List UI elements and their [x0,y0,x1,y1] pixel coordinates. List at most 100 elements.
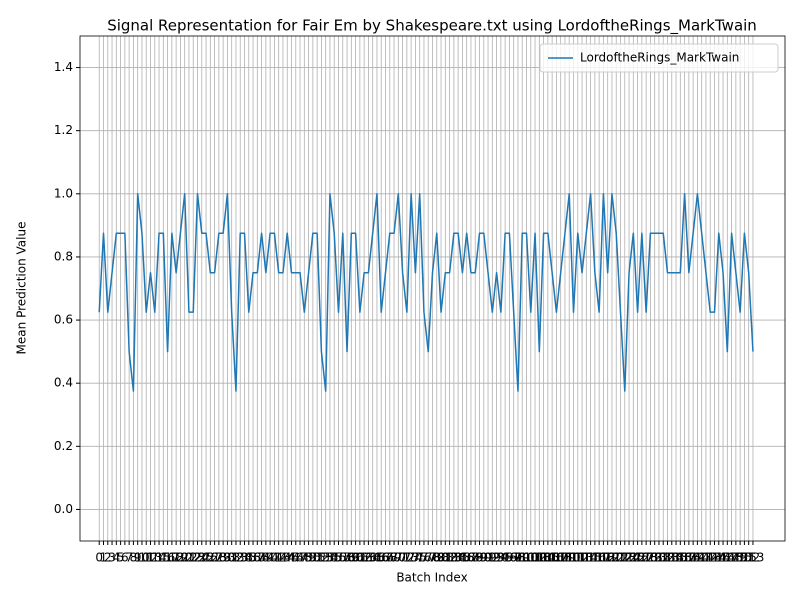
x-tick-label: 33 [233,551,248,565]
x-tick-label: 63 [361,551,376,565]
x-tick-label: 29 [215,551,230,565]
x-tick-label: 81 [438,551,453,565]
x-tick-label: 135 [665,551,688,565]
x-tick-label: 45 [284,551,299,565]
x-tick-label: 36 [245,551,260,565]
x-tick-label: 21 [181,551,196,565]
x-tick-label: 52 [314,551,329,565]
x-tick-label: 71 [395,551,410,565]
x-tick-label: 119 [596,551,619,565]
x-tick-label: 94 [493,551,508,565]
x-tick-label: 12 [143,551,158,565]
x-tick-label: 100 [515,551,538,565]
x-tick-label: 58 [339,551,354,565]
x-tick-label: 26 [203,551,218,565]
x-tick-label: 44 [280,551,295,565]
x-tick-label: 40 [262,551,277,565]
x-tick-label: 114 [575,551,598,565]
legend-box [539,43,779,73]
x-tick-label: 143 [699,551,722,565]
x-tick-label: 48 [297,551,312,565]
x-tick-label: 79 [429,551,444,565]
y-tick-label: 0.0 [54,502,73,516]
x-tick-label: 137 [673,551,696,565]
x-tick-label: 75 [412,551,427,565]
x-tick-label: 23 [190,551,205,565]
x-tick-label: 61 [352,551,367,565]
x-tick-label: 88 [468,551,483,565]
x-tick-label: 148 [720,551,743,565]
x-tick-label: 37 [250,551,265,565]
x-tick-label: 16 [160,551,175,565]
x-tick-label: 27 [207,551,222,565]
x-tick-label: 147 [716,551,739,565]
x-tick-label: 69 [386,551,401,565]
x-tick-label: 57 [335,551,350,565]
x-tick-label: 22 [186,551,201,565]
x-tick-label: 110 [558,551,581,565]
y-axis-label: Mean Prediction Value [15,222,29,355]
x-tick-label: 132 [652,551,675,565]
x-tick-label: 20 [177,551,192,565]
x-tick-label: 80 [433,551,448,565]
x-tick-label: 50 [305,551,320,565]
x-tick-label: 1 [100,551,108,565]
x-tick-label: 10 [134,551,149,565]
x-tick-label: 67 [378,551,393,565]
x-tick-label: 131 [648,551,671,565]
x-tick-label: 111 [562,551,585,565]
x-tick-label: 127 [630,551,653,565]
x-tick-label: 124 [618,551,641,565]
y-tick-label: 0.4 [54,376,73,390]
x-tick-label: 146 [712,551,735,565]
x-tick-label: 83 [446,551,461,565]
x-tick-label: 11 [139,551,154,565]
x-tick-label: 68 [382,551,397,565]
legend-label: LordoftheRings_MarkTwain [580,51,739,65]
x-tick-label: 150 [729,551,752,565]
x-tick-label: 130 [643,551,666,565]
x-tick-label: 149 [724,551,747,565]
x-tick-label: 39 [258,551,273,565]
plot-frame [79,35,786,542]
x-tick-label: 134 [660,551,683,565]
x-tick-label: 49 [301,551,316,565]
x-tick-label: 118 [592,551,615,565]
x-tick-label: 101 [519,551,542,565]
x-tick-label: 87 [463,551,478,565]
chart-title: Signal Representation for Fair Em by Sha… [107,17,757,36]
x-tick-label: 9 [134,551,142,565]
x-tick-label: 55 [327,551,342,565]
x-tick-label: 5 [117,551,125,565]
x-tick-label: 34 [237,551,252,565]
x-tick-label: 92 [485,551,500,565]
x-tick-label: 64 [365,551,380,565]
x-tick-label: 65 [369,551,384,565]
x-tick-label: 99 [515,551,530,565]
x-tick-label: 108 [549,551,572,565]
x-tick-label: 128 [635,551,658,565]
x-tick-label: 2 [104,551,112,565]
y-tick-label: 0.6 [54,313,73,327]
x-tick-label: 19 [173,551,188,565]
x-tick-label: 18 [168,551,183,565]
x-tick-label: 14 [151,551,166,565]
x-tick-label: 6 [121,551,129,565]
x-tick-label: 152 [737,551,760,565]
x-tick-label: 109 [554,551,577,565]
x-tick-label: 85 [455,551,470,565]
x-tick-label: 106 [541,551,564,565]
x-tick-label: 117 [588,551,611,565]
x-tick-label: 15 [156,551,171,565]
x-tick-label: 56 [331,551,346,565]
y-tick-label: 1.0 [54,186,73,200]
x-tick-label: 24 [194,551,209,565]
x-tick-label: 95 [497,551,512,565]
x-tick-label: 4 [112,551,120,565]
x-tick-label: 13 [147,551,162,565]
x-tick-label: 74 [408,551,423,565]
x-tick-label: 142 [695,551,718,565]
x-tick-label: 35 [241,551,256,565]
